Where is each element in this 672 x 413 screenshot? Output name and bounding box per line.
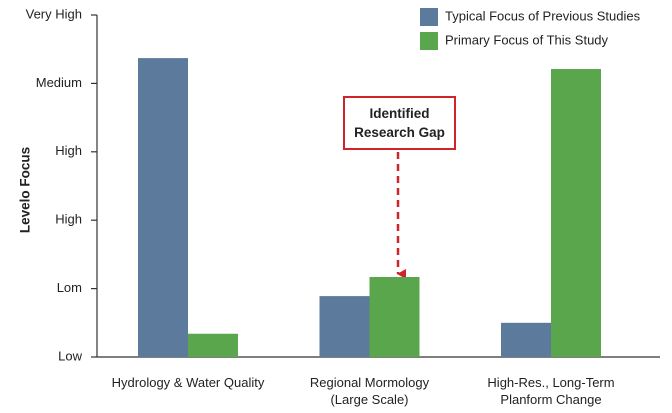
bar — [369, 276, 420, 357]
y-tick-label: Low — [58, 348, 82, 363]
x-tick-label: Hydrology & Water Quality — [111, 375, 265, 390]
bar — [188, 333, 238, 357]
legend-label: Primary Focus of This Study — [445, 32, 609, 47]
bar — [501, 322, 551, 357]
bar — [551, 69, 601, 357]
y-tick-label: Lom — [57, 280, 82, 295]
annotation: Identified Research Gap — [343, 96, 456, 150]
y-tick-label: High — [55, 143, 82, 158]
y-tick-label: Medium — [36, 75, 82, 90]
legend-swatch — [420, 32, 438, 50]
y-tick-label: Very High — [26, 6, 82, 21]
y-tick-label: High — [55, 212, 82, 227]
x-tick-label: High-Res., Long-Term Planform Change — [487, 375, 615, 407]
legend-label: Typical Focus of Previous Studies — [445, 8, 641, 23]
bar — [138, 58, 188, 357]
legend-swatch — [420, 8, 438, 26]
y-axis-label: Levelo Focus — [18, 147, 33, 233]
x-tick-label: Regional Mormology (Large Scale) — [309, 375, 430, 407]
bar — [319, 296, 370, 357]
